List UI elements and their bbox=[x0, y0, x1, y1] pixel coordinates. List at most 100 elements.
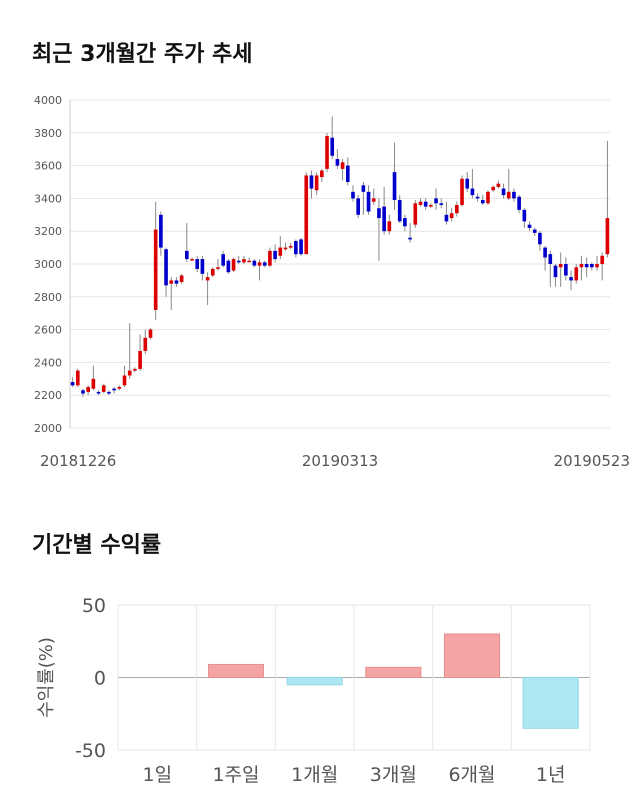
candle-body bbox=[429, 204, 433, 207]
candle-body bbox=[164, 249, 168, 286]
candle-body bbox=[590, 264, 594, 268]
candle-body bbox=[299, 239, 303, 255]
candle-body bbox=[200, 259, 205, 274]
candle-body bbox=[574, 267, 579, 281]
candle-body bbox=[434, 198, 438, 204]
candle-body bbox=[159, 214, 163, 248]
candle-body bbox=[190, 259, 194, 261]
candle-body bbox=[418, 201, 423, 205]
y-tick-label: 4000 bbox=[34, 94, 62, 107]
candle-body bbox=[423, 201, 428, 207]
candle-body bbox=[127, 370, 132, 376]
candle-body bbox=[70, 382, 75, 386]
candle-body bbox=[226, 260, 231, 273]
return-bar bbox=[522, 677, 579, 729]
candle-body bbox=[356, 198, 360, 215]
candle-body bbox=[564, 264, 568, 276]
x-tick-label: 1주일 bbox=[212, 764, 259, 786]
candle-body bbox=[335, 159, 340, 166]
candle-body bbox=[377, 208, 381, 219]
candle-body bbox=[242, 259, 246, 263]
candle-body bbox=[122, 375, 127, 386]
candle-body bbox=[195, 259, 200, 269]
candle-body bbox=[382, 206, 386, 232]
candle-body bbox=[527, 224, 532, 228]
candle-body bbox=[273, 250, 277, 260]
candle-body bbox=[486, 191, 490, 204]
candle-body bbox=[439, 203, 444, 205]
candle-body bbox=[117, 387, 122, 389]
y-tick-label: 3800 bbox=[34, 127, 62, 140]
x-tick-label: 1년 bbox=[536, 764, 566, 786]
candle-body bbox=[579, 264, 584, 268]
candle-body bbox=[480, 200, 485, 204]
candle-body bbox=[444, 214, 449, 222]
candle-body bbox=[538, 232, 542, 245]
y-axis-label: 수익률(%) bbox=[36, 637, 57, 718]
candle-body bbox=[314, 175, 319, 191]
candle-body bbox=[522, 209, 527, 222]
candle-body bbox=[138, 350, 142, 369]
candle-body bbox=[101, 385, 106, 392]
return-bar bbox=[365, 666, 422, 678]
candle-body bbox=[595, 264, 599, 268]
candle-body bbox=[278, 247, 283, 256]
candle-body bbox=[584, 264, 589, 268]
candle-body bbox=[231, 259, 236, 271]
x-tick-label: 20190313 bbox=[302, 452, 378, 470]
candle-body bbox=[153, 229, 158, 310]
x-tick-label: 6개월 bbox=[448, 764, 495, 786]
candle-body bbox=[351, 191, 355, 199]
candle-body bbox=[304, 175, 309, 255]
y-tick-label: 2000 bbox=[34, 422, 62, 435]
y-tick-label: -50 bbox=[75, 740, 106, 762]
y-tick-label: 3000 bbox=[34, 258, 62, 271]
candle-body bbox=[143, 337, 148, 351]
candle-body bbox=[361, 185, 366, 192]
y-tick-label: 2600 bbox=[34, 324, 62, 337]
candle-body bbox=[397, 200, 402, 222]
candle-body bbox=[548, 254, 553, 264]
candle-body bbox=[470, 188, 475, 196]
candle-body bbox=[403, 218, 407, 227]
candle-body bbox=[262, 262, 267, 266]
period-returns-title: 기간별 수익률 bbox=[32, 533, 162, 558]
candle-body bbox=[449, 213, 454, 219]
candle-body bbox=[210, 268, 215, 276]
candle-body bbox=[288, 245, 293, 248]
candle-body bbox=[475, 196, 480, 199]
candle-body bbox=[330, 137, 335, 156]
candle-body bbox=[501, 188, 506, 196]
candle-body bbox=[252, 260, 257, 266]
candle-body bbox=[558, 264, 563, 268]
candle-body bbox=[179, 275, 184, 283]
candle-body bbox=[340, 162, 345, 169]
candle-body bbox=[455, 204, 459, 214]
candle-body bbox=[366, 191, 371, 212]
return-bar bbox=[207, 663, 265, 679]
candle-body bbox=[512, 191, 516, 199]
candle-body bbox=[294, 241, 298, 255]
y-tick-label: 3200 bbox=[34, 225, 62, 238]
candle-body bbox=[236, 260, 241, 263]
y-tick-label: 3400 bbox=[34, 192, 62, 205]
candle-body bbox=[543, 247, 547, 258]
y-tick-label: 0 bbox=[94, 668, 106, 690]
candle-body bbox=[491, 186, 495, 191]
candle-body bbox=[553, 265, 558, 278]
y-tick-label: 2200 bbox=[34, 389, 62, 402]
return-bar bbox=[286, 677, 343, 686]
candle-body bbox=[169, 280, 174, 284]
candle-body bbox=[86, 387, 90, 392]
candle-body bbox=[605, 218, 610, 255]
candle-body bbox=[569, 277, 573, 281]
candle-body bbox=[496, 183, 501, 187]
x-tick-label: 20181226 bbox=[40, 452, 116, 470]
y-tick-label: 2800 bbox=[34, 291, 62, 304]
candle-body bbox=[320, 170, 324, 178]
candle-body bbox=[81, 390, 85, 394]
candle-body bbox=[216, 267, 220, 269]
y-tick-label: 2400 bbox=[34, 356, 62, 369]
candle-body bbox=[387, 221, 392, 232]
candle-body bbox=[148, 329, 153, 338]
